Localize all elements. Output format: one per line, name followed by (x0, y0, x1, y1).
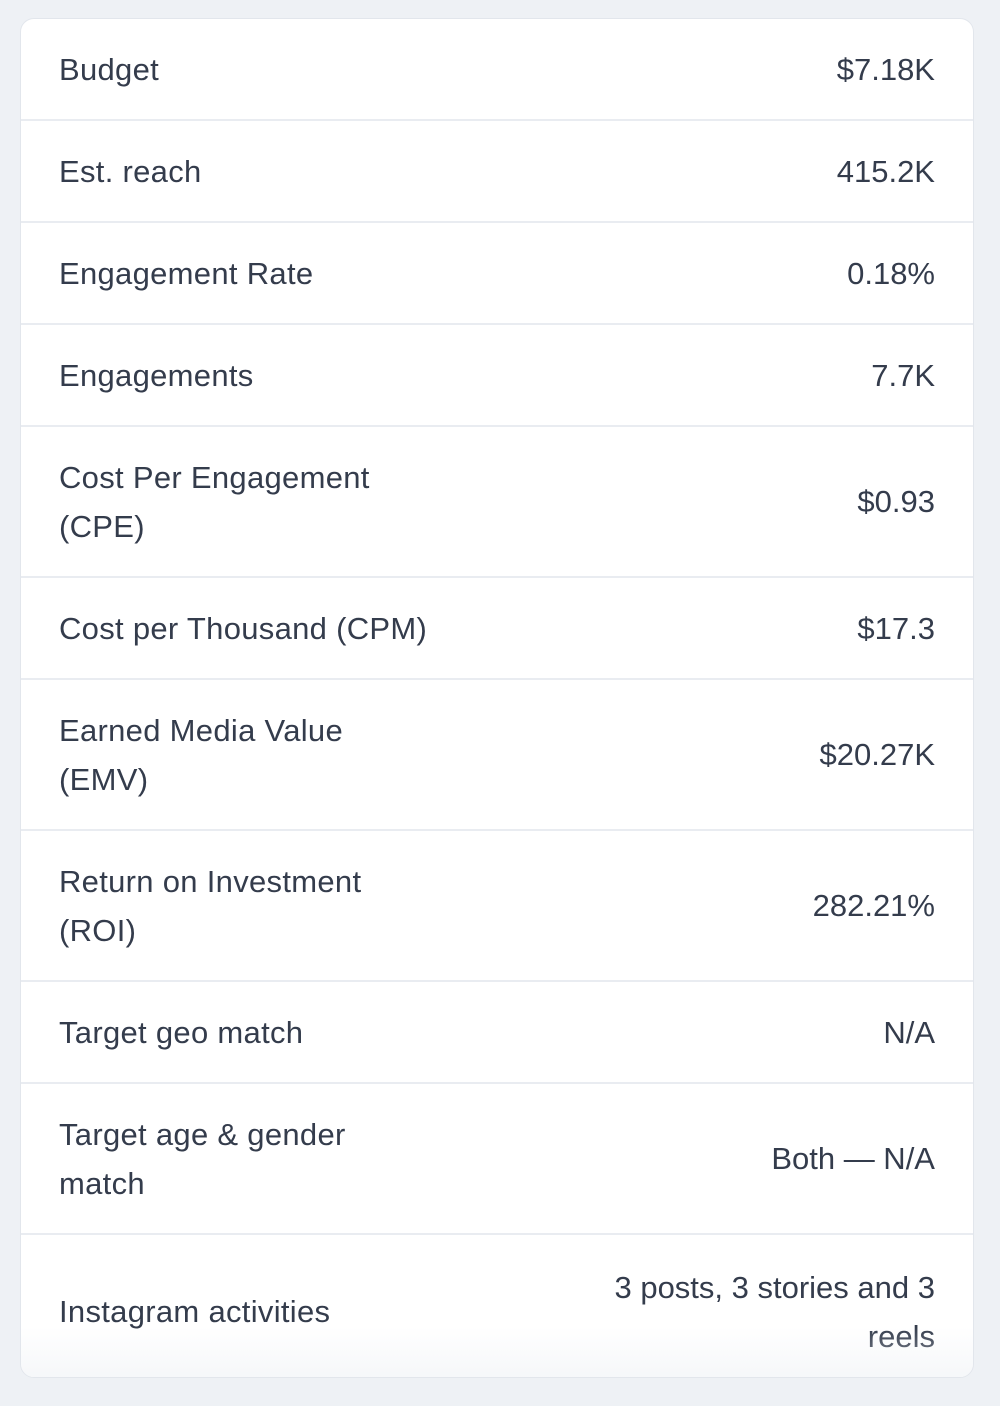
metric-label: Return on Investment (ROI) (59, 863, 362, 948)
metric-label: Engagement Rate (59, 255, 314, 291)
metric-label: Engagements (59, 357, 254, 393)
metric-value: 282.21% (812, 888, 935, 923)
metric-row-roi: Return on Investment (ROI) 282.21% (21, 831, 973, 982)
metric-value: 7.7K (871, 357, 935, 393)
campaign-metrics-card: Budget $7.18K Est. reach 415.2K Engageme… (20, 18, 974, 1378)
metric-label: Target age & gender match (59, 1116, 346, 1201)
metric-row-target-geo-match: Target geo match N/A (21, 982, 973, 1084)
metric-row-emv: Earned Media Value (EMV) $20.27K (21, 680, 973, 831)
metric-value: 3 posts, 3 stories and 3 reels (614, 1269, 935, 1354)
metric-row-engagements: Engagements 7.7K (21, 325, 973, 427)
metric-row-cpm: Cost per Thousand (CPM) $17.3 (21, 578, 973, 680)
metric-value: 0.18% (847, 255, 935, 291)
metric-label: Earned Media Value (EMV) (59, 712, 344, 797)
metric-label: Instagram activities (59, 1294, 331, 1329)
metric-label: Target geo match (59, 1014, 304, 1050)
metric-value: $7.18K (836, 51, 935, 87)
metric-value: Both — N/A (771, 1141, 935, 1176)
metric-row-instagram-activities: Instagram activities 3 posts, 3 stories … (21, 1235, 973, 1377)
metric-value: $0.93 (857, 484, 935, 519)
metric-label: Cost Per Engagement (CPE) (59, 459, 370, 544)
metric-label: Budget (59, 51, 160, 87)
metric-row-cpe: Cost Per Engagement (CPE) $0.93 (21, 427, 973, 578)
metric-label: Est. reach (59, 153, 202, 189)
metric-row-engagement-rate: Engagement Rate 0.18% (21, 223, 973, 325)
metric-value: $20.27K (819, 737, 936, 772)
metric-label: Cost per Thousand (CPM) (59, 610, 428, 646)
metric-row-est-reach: Est. reach 415.2K (21, 121, 973, 223)
metric-value: 415.2K (836, 153, 935, 189)
metric-value: N/A (883, 1014, 935, 1050)
metric-row-budget: Budget $7.18K (21, 19, 973, 121)
metric-value: $17.3 (857, 610, 935, 646)
metric-row-target-age-gender-match: Target age & gender match Both — N/A (21, 1084, 973, 1235)
